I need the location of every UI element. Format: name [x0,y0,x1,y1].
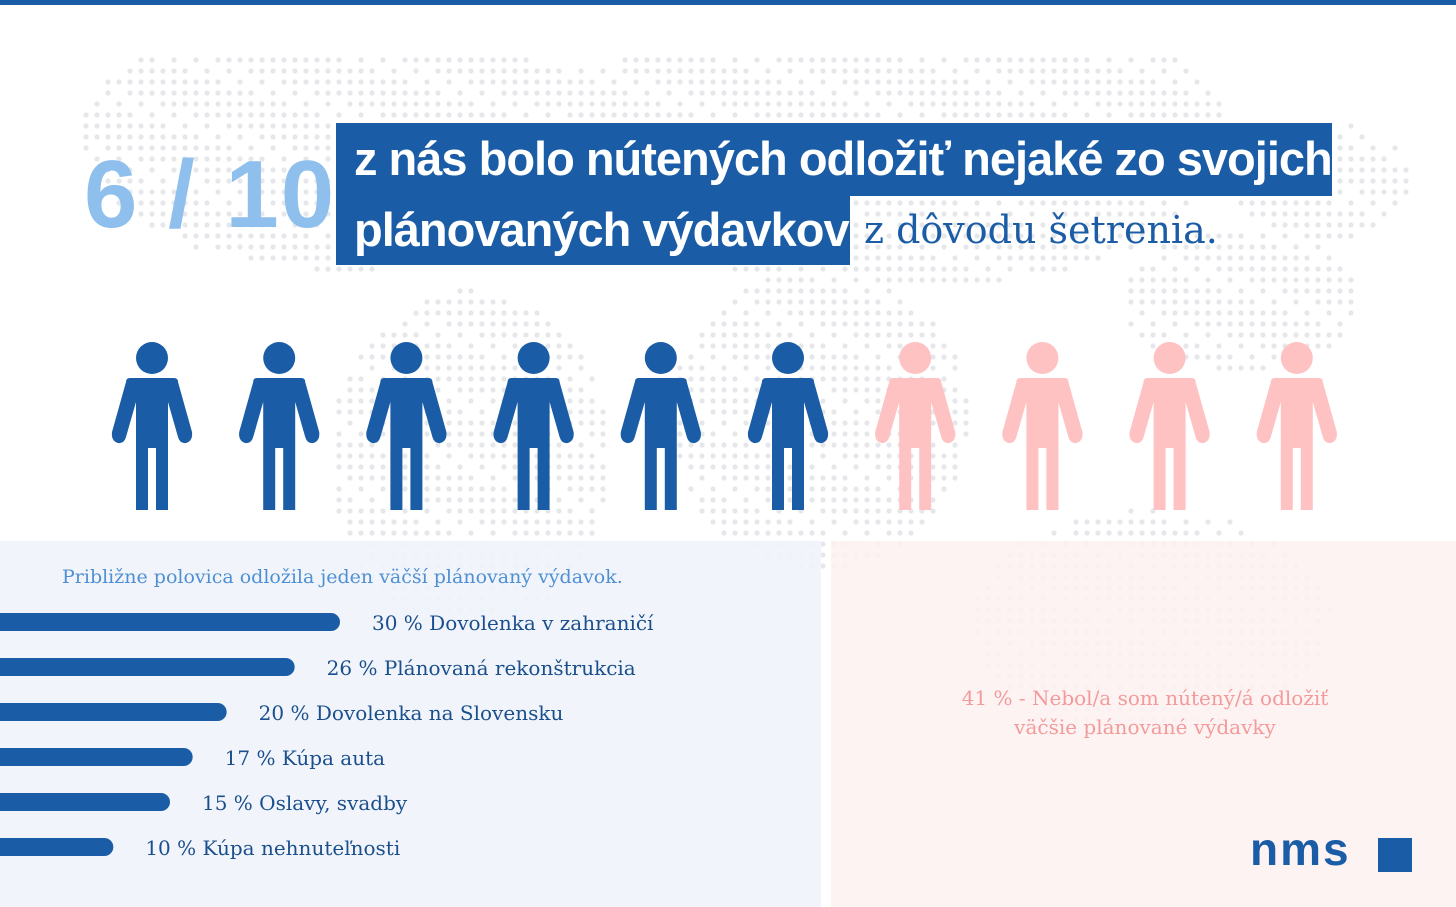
person-icon [1129,342,1210,510]
person-icon [1256,342,1337,510]
person-icon-highlighted [111,342,193,510]
bar-2 [0,658,295,676]
person-icon-highlighted [239,342,320,510]
bar-chart-title: Približne polovica odložila jeden väčší … [62,566,623,588]
headline-line-1: z nás bolo nútených odložiť nejaké zo sv… [354,132,1333,185]
bar-label-3: 20 % Dovolenka na Slovensku [259,701,564,725]
person-icon-highlighted [620,342,701,510]
headline-line-2: plánovaných výdavkov [354,203,850,256]
person-icon [1002,342,1083,510]
headline-tail: z dôvodu šetrenia. [864,208,1218,252]
ratio-figure: 6 / 10 [84,141,337,248]
bar-label-2: 26 % Plánovaná rekonštrukcia [327,656,636,680]
person-icon-highlighted [366,342,447,510]
note-line-1: 41 % - Nebol/a som nútený/á odložiť [961,686,1329,710]
top-accent-bar [0,0,1456,5]
bar-label-4: 17 % Kúpa auta [225,746,385,770]
headline-highlight-2 [336,196,850,265]
right-panel [831,541,1456,907]
bar-6 [0,838,114,856]
person-icon-highlighted [493,342,574,510]
person-icon-highlighted [747,342,829,510]
left-panel [0,541,821,907]
headline-highlight-1 [336,123,1332,196]
person-icon [875,342,956,510]
logo-square [1378,838,1412,872]
note-text: 41 % - Nebol/a som nútený/á odložiť väčš… [900,684,1390,742]
bar-1 [0,613,340,631]
bar-4 [0,748,193,766]
note-line-2: väčšie plánované výdavky [1014,715,1276,739]
bar-chart: 30 % Dovolenka v zahraničí 26 % Plánovaná… [0,611,654,860]
people-pictogram [111,342,1337,510]
bar-label-1: 30 % Dovolenka v zahraničí [372,611,654,635]
bar-label-5: 15 % Oslavy, svadby [202,791,408,815]
bar-3 [0,703,227,721]
bar-5 [0,793,170,811]
bar-label-6: 10 % Kúpa nehnuteľnosti [145,836,400,860]
logo-text: nms [1250,823,1351,875]
